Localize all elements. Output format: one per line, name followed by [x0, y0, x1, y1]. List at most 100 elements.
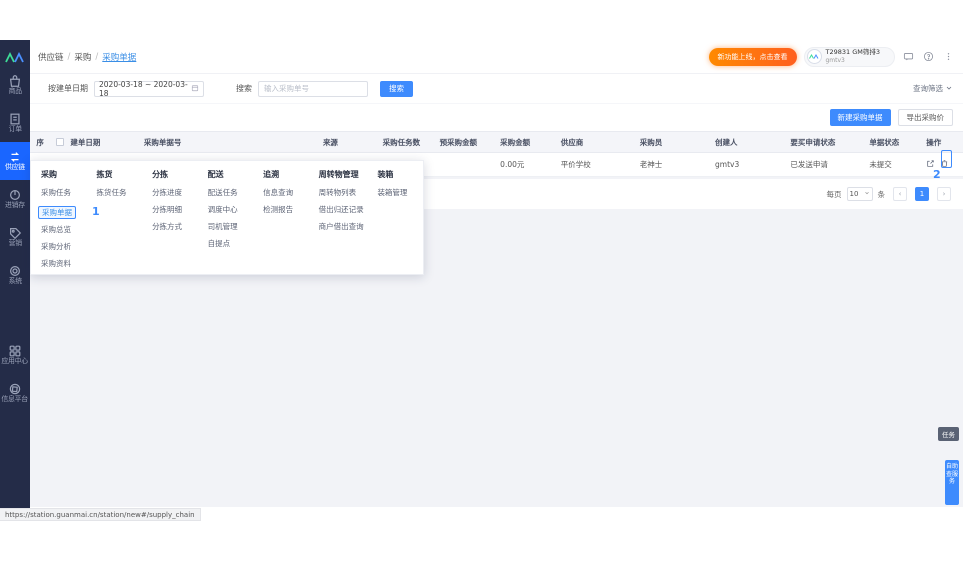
avatar	[806, 49, 822, 64]
logo-icon[interactable]	[4, 50, 26, 66]
page-prev-button[interactable]: ‹	[893, 187, 907, 201]
per-page-select[interactable]: 10	[846, 187, 873, 201]
menu-item-picking-task[interactable]: 拣货任务	[96, 188, 127, 197]
sidebar-item-orders[interactable]: 订单	[0, 104, 30, 142]
sidebar-item-goods[interactable]: 商品	[0, 66, 30, 104]
task-badge[interactable]: 任务	[938, 427, 959, 441]
menu-item-sorting-method[interactable]: 分拣方式	[152, 222, 183, 231]
filter-toggle[interactable]: 查询筛选	[913, 83, 953, 94]
breadcrumb-item-2[interactable]: 采购单据	[102, 52, 137, 63]
th-amount: 采购金额	[500, 137, 531, 147]
menu-item-delivery-task[interactable]: 配送任务	[207, 188, 238, 197]
menu-column-trace: 追溯 信息查询 检测报告	[263, 169, 309, 274]
sidebar-item-label: 营销	[8, 240, 22, 248]
th-select-all[interactable]	[50, 138, 70, 146]
menu-item-dispatch-center[interactable]: 调度中心	[207, 205, 238, 214]
search-label: 搜索	[236, 84, 252, 93]
menu-item-purchase-analysis[interactable]: 采购分析	[41, 242, 71, 251]
date-range-input[interactable]: 2020-03-18 ~ 2020-03-18	[94, 79, 204, 98]
share-icon[interactable]	[926, 159, 935, 170]
page-number-1[interactable]: 1	[915, 187, 929, 201]
menu-item-purchase-data[interactable]: 采购资料	[41, 259, 71, 268]
menu-column-sorting: 分拣 分拣进度 分拣明细 分拣方式	[152, 169, 198, 274]
cell-buyer: 老神士	[639, 160, 663, 169]
date-filter-label: 按建单日期	[48, 84, 88, 93]
th-task-count: 采购任务数	[382, 137, 421, 147]
create-purchase-order-button[interactable]: 新建采购单据	[829, 109, 891, 126]
search-input[interactable]: 输入采购单号	[258, 80, 368, 97]
menu-item-pickup-point[interactable]: 自提点	[207, 239, 231, 248]
menu-item-purchase-overview[interactable]: 采购总览	[41, 225, 71, 234]
menu-item-purchase-document[interactable]: 采购单据	[38, 206, 76, 219]
compass-icon	[8, 382, 22, 396]
user-menu[interactable]: T29831 GM筛排3 gmtv3	[803, 46, 895, 67]
menu-column-title: 周转物管理	[318, 170, 359, 179]
breadcrumb: 供应链 / 采购 / 采购单据	[38, 51, 136, 63]
self-service-tab[interactable]: 自助查服务	[945, 460, 959, 505]
sidebar-item-supply-chain[interactable]: 供应链	[0, 142, 30, 180]
cell-request-status: 已发送申请	[790, 160, 828, 169]
menu-column-title: 分拣	[152, 170, 169, 179]
filter-toggle-label: 查询筛选	[913, 84, 943, 93]
export-purchase-price-button[interactable]: 导出采购价	[897, 109, 953, 126]
bag-icon	[8, 74, 22, 88]
th-index: 序	[36, 137, 44, 147]
select-all-checkbox[interactable]	[56, 138, 65, 146]
promo-banner[interactable]: 新功能上线，点击查看	[708, 47, 797, 66]
menu-item-purchase-task[interactable]: 采购任务	[41, 188, 71, 197]
menu-item-merchant-borrow[interactable]: 商户借出查询	[318, 222, 364, 231]
sidebar-item-label: 应用中心	[1, 358, 29, 366]
menu-column-packing: 装箱 装箱管理	[377, 169, 423, 274]
menu-item-sorting-progress[interactable]: 分拣进度	[152, 188, 183, 197]
menu-column-title: 装箱	[377, 170, 394, 179]
breadcrumb-separator: /	[67, 51, 71, 62]
user-name: T29831 GM筛排3	[825, 48, 881, 57]
cell-creator: gmtv3	[715, 160, 740, 169]
message-icon[interactable]	[902, 50, 915, 63]
sidebar-item-label: 订单	[8, 126, 22, 134]
breadcrumb-item-1[interactable]: 采购	[74, 52, 92, 63]
user-info: T29831 GM筛排3 gmtv3	[826, 49, 881, 64]
page-next-button[interactable]: ›	[937, 187, 951, 201]
left-sidebar: 商品 订单 供应链 进销存 营销	[0, 40, 30, 507]
menu-item-test-report[interactable]: 检测报告	[263, 205, 294, 214]
sidebar-item-label: 进销存	[5, 202, 25, 210]
sidebar-item-inventory[interactable]: 进销存	[0, 180, 30, 218]
menu-item-sorting-detail[interactable]: 分拣明细	[152, 205, 183, 214]
sidebar-item-app-center[interactable]: 应用中心	[0, 336, 30, 374]
apps-icon	[8, 344, 22, 358]
date-range-value: 2020-03-18 ~ 2020-03-18	[99, 79, 188, 98]
menu-column-turnover: 周转物管理 周转物列表 借出归还记录 商户借出查询	[319, 169, 368, 274]
sidebar-item-info-platform[interactable]: 信息平台	[0, 374, 30, 412]
gear-icon	[8, 264, 22, 278]
annotation-marker-1: 1	[92, 205, 100, 218]
more-icon[interactable]	[942, 50, 955, 63]
sidebar-item-label: 信息平台	[1, 396, 29, 404]
menu-item-packing-manage[interactable]: 装箱管理	[377, 188, 408, 197]
th-pre-amount: 预采购金额	[439, 137, 478, 147]
search-button[interactable]: 搜索	[380, 80, 413, 97]
menu-column-picking: 拣货 拣货任务	[97, 169, 143, 274]
help-icon[interactable]	[922, 50, 935, 63]
doc-icon	[8, 112, 22, 126]
breadcrumb-separator: /	[95, 51, 99, 62]
menu-item-turnover-list[interactable]: 周转物列表	[318, 188, 357, 197]
per-page-value: 10	[849, 190, 859, 198]
th-order-no: 采购单据号	[143, 137, 182, 147]
sidebar-item-system[interactable]: 系统	[0, 256, 30, 294]
table-row[interactable]: 0.00元 平价学校 老神士 gmtv3 已发送申请 未提交	[30, 153, 963, 177]
breadcrumb-item-0[interactable]: 供应链	[38, 52, 64, 63]
supply-chain-icon	[8, 150, 22, 164]
th-operations: 操作	[926, 137, 942, 147]
menu-item-info-query[interactable]: 信息查询	[263, 188, 294, 197]
chevron-down-icon	[864, 190, 870, 198]
menu-item-driver-manage[interactable]: 司机管理	[207, 222, 238, 231]
menu-item-borrow-return[interactable]: 借出归还记录	[318, 205, 364, 214]
menu-column-title: 采购	[41, 170, 57, 179]
sidebar-item-marketing[interactable]: 营销	[0, 218, 30, 256]
per-page-label: 每页	[826, 189, 842, 199]
action-button-row: 新建采购单据 导出采购价	[30, 103, 963, 131]
delete-icon[interactable]	[940, 159, 949, 170]
menu-column-delivery: 配送 配送任务 调度中心 司机管理 自提点	[208, 169, 254, 274]
menu-column-title: 拣货	[96, 170, 113, 179]
